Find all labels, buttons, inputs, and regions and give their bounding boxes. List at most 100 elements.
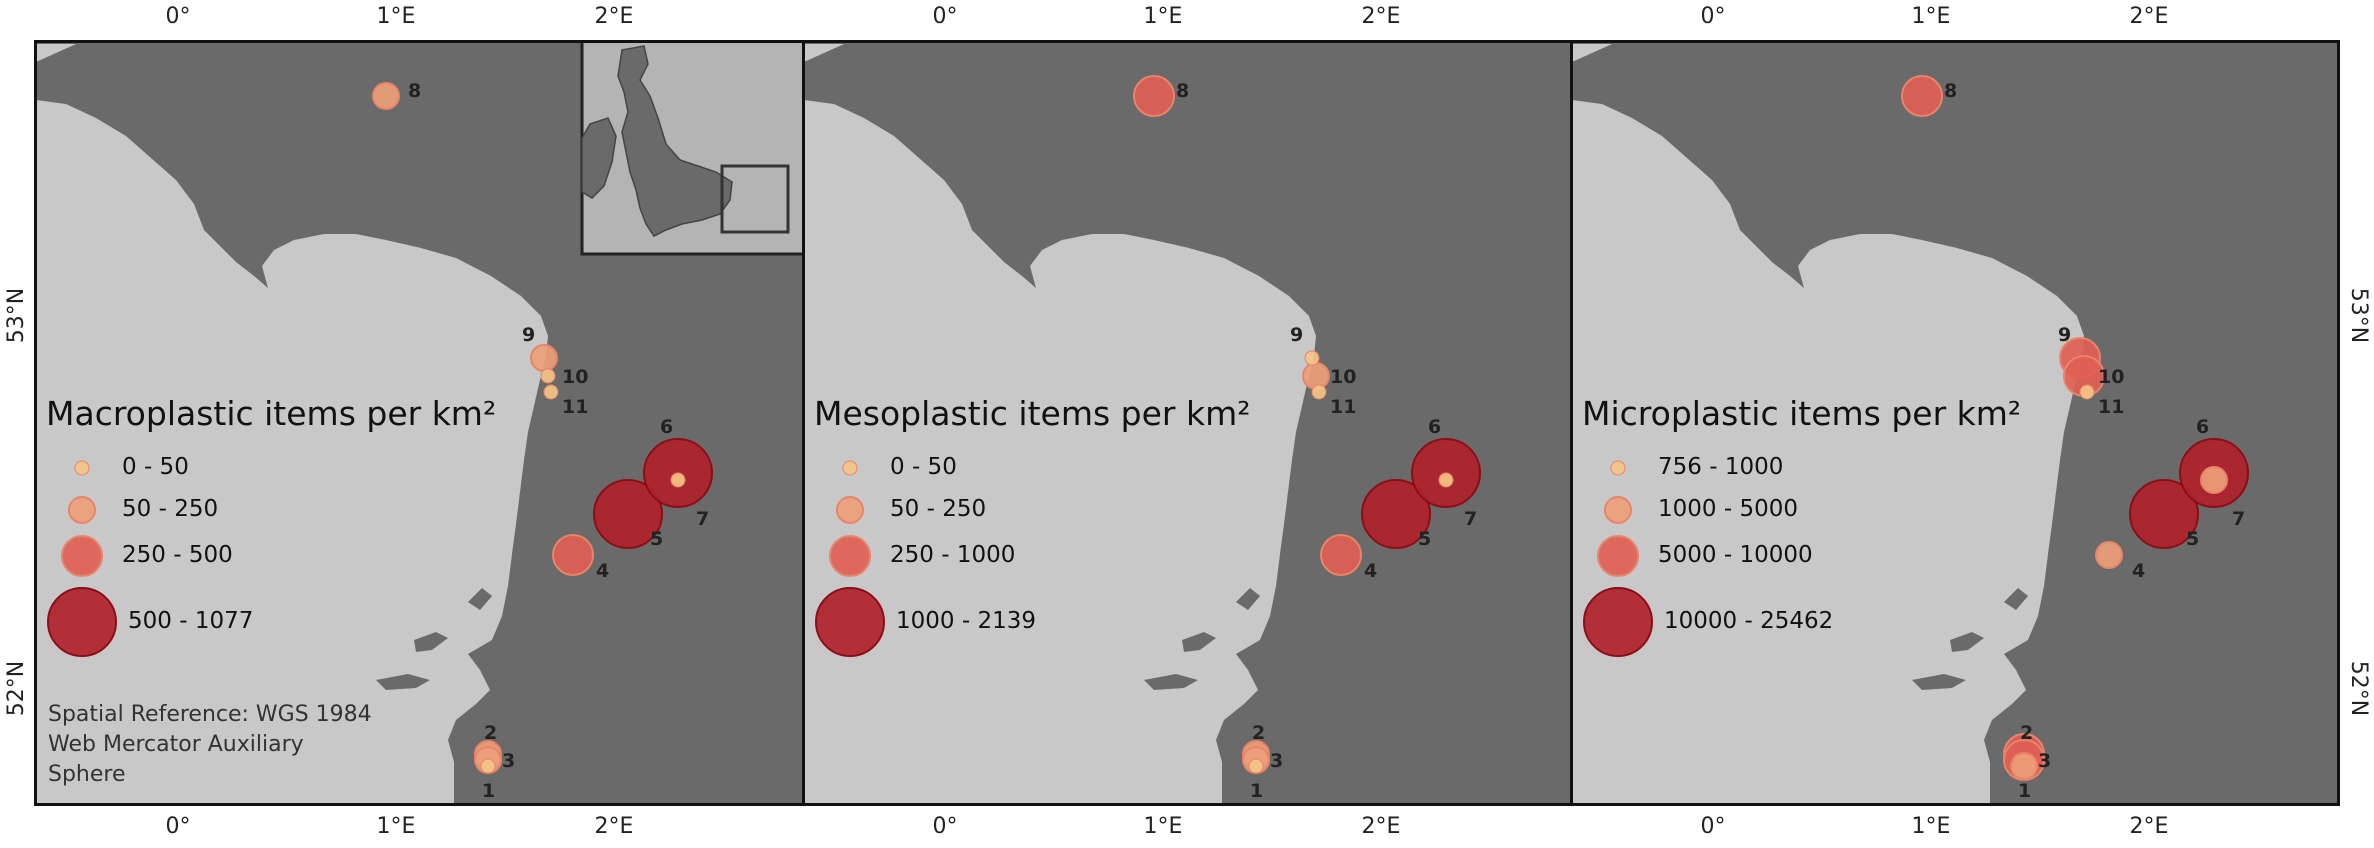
panel-divider-2 [1570,40,1573,806]
tick-lon-1-top-3: 1°E [1911,4,1951,29]
estuary-1 [414,632,448,652]
spatial-reference-line-0: Spatial Reference: WGS 1984 [48,702,372,727]
legend-label-2: 5000 - 10000 [1658,542,1813,568]
creek [2004,588,2028,610]
site-label-7: 7 [2232,508,2246,530]
sample-sites [372,82,713,774]
site-label-9: 9 [1290,324,1304,346]
site-label-7: 7 [696,508,710,530]
site-marker-7 [2200,466,2228,494]
tick-lon-1-bottom-2: 1°E [1143,814,1183,839]
tick-lon-0-bottom-3: 0° [1700,814,1726,839]
legend-label-1: 50 - 250 [890,496,987,522]
legend-title: Mesoplastic items per km² [814,394,1251,433]
legend-symbol-1 [68,496,96,524]
site-label-2: 2 [484,722,498,744]
site-marker-11 [543,384,559,400]
creek [1236,588,1260,610]
site-label-5: 5 [1418,528,1432,550]
land-mass [804,100,1316,806]
map-panel-micro: 1 2 3 4 5 6 7 8 9 10 11 Microplastic items per km² 7… [1572,40,2338,806]
site-label-9: 9 [2058,324,2072,346]
site-label-4: 4 [596,560,610,582]
creek [468,588,492,610]
site-marker-11 [1311,384,1327,400]
land-corner [36,44,76,62]
tick-lat-53-left: 53°N [4,287,30,343]
site-label-11: 11 [2098,396,2125,418]
site-marker-1 [2010,752,2038,780]
site-label-5: 5 [650,528,664,550]
legend-label-1: 1000 - 5000 [1658,496,1798,522]
tick-lon-1-bottom-3: 1°E [1911,814,1951,839]
legend-symbol-2 [1597,535,1639,577]
legend-label-2: 250 - 1000 [890,542,1016,568]
legend-title: Microplastic items per km² [1582,394,2022,433]
tick-lon-1-top-1: 1°E [376,4,416,29]
site-label-3: 3 [1270,750,1284,772]
land-mass [1572,100,2084,806]
tick-lon-2-bottom-2: 2°E [1361,814,1401,839]
legend-label-3: 10000 - 25462 [1664,608,1834,634]
legend-symbol-0 [842,460,858,476]
legend-symbol-1 [836,496,864,524]
spatial-reference-line-1: Web Mercator Auxiliary [48,732,304,757]
site-marker-11 [2079,384,2095,400]
legend-symbol-3 [815,587,885,657]
site-label-8: 8 [408,80,422,102]
site-label-6: 6 [1428,416,1442,438]
map-panel-meso: 1 2 3 4 5 6 7 8 9 10 11 Mesoplastic items per km² 0 … [804,40,1570,806]
tick-lon-2-top-1: 2°E [594,4,634,29]
legend-title: Macroplastic items per km² [46,394,497,433]
site-marker-8 [1901,75,1943,117]
site-marker-10 [540,368,556,384]
legend-label-1: 50 - 250 [122,496,219,522]
legend-symbols [815,460,885,657]
inset-landmass [581,45,733,237]
land-mass [36,100,548,806]
site-marker-1 [480,758,496,774]
land-corner [804,44,844,62]
map-canvas [804,40,1570,806]
spatial-reference-line-2: Sphere [48,762,126,787]
site-marker-1 [1248,758,1264,774]
map-canvas [1572,40,2338,806]
spatial-reference: Spatial Reference: WGS 1984 Web Mercator … [48,700,372,790]
site-marker-7 [670,472,686,488]
site-label-9: 9 [522,324,536,346]
estuary-2 [1144,674,1198,690]
legend-symbols [1583,460,1653,657]
sample-sites [1133,75,1481,774]
tick-lon-1-top-2: 1°E [1143,4,1183,29]
legend-symbol-3 [47,587,117,657]
tick-lon-2-bottom-3: 2°E [2129,814,2169,839]
legend-symbol-0 [74,460,90,476]
panel-divider-1 [802,40,805,806]
site-label-7: 7 [1464,508,1478,530]
legend-symbol-0 [1610,460,1626,476]
legend-label-2: 250 - 500 [122,542,233,568]
site-marker-5 [593,479,663,549]
estuary-2 [1912,674,1966,690]
tick-lat-53-right: 53°N [2346,287,2372,343]
site-label-6: 6 [660,416,674,438]
legend-symbol-3 [1583,587,1653,657]
map-panel-macro: 1 2 3 4 5 6 7 8 9 10 11 Macroplastic items per km² 0… [36,40,802,806]
site-marker-7 [1438,472,1454,488]
legend-label-3: 1000 - 2139 [896,608,1036,634]
site-marker-8 [372,82,400,110]
site-label-11: 11 [1330,396,1357,418]
legend-symbol-2 [61,535,103,577]
tick-lon-0-bottom-1: 0° [165,814,191,839]
site-marker-10 [1302,362,1330,390]
site-label-6: 6 [2196,416,2210,438]
tick-lon-0-bottom-2: 0° [932,814,958,839]
legend-symbol-2 [829,535,871,577]
site-marker-9 [530,344,558,372]
tick-lon-0-top-2: 0° [932,4,958,29]
site-label-10: 10 [1330,366,1357,388]
tick-lon-0-top-3: 0° [1700,4,1726,29]
site-label-3: 3 [502,750,516,772]
site-marker-4 [552,534,594,576]
site-label-1: 1 [1250,780,1264,802]
